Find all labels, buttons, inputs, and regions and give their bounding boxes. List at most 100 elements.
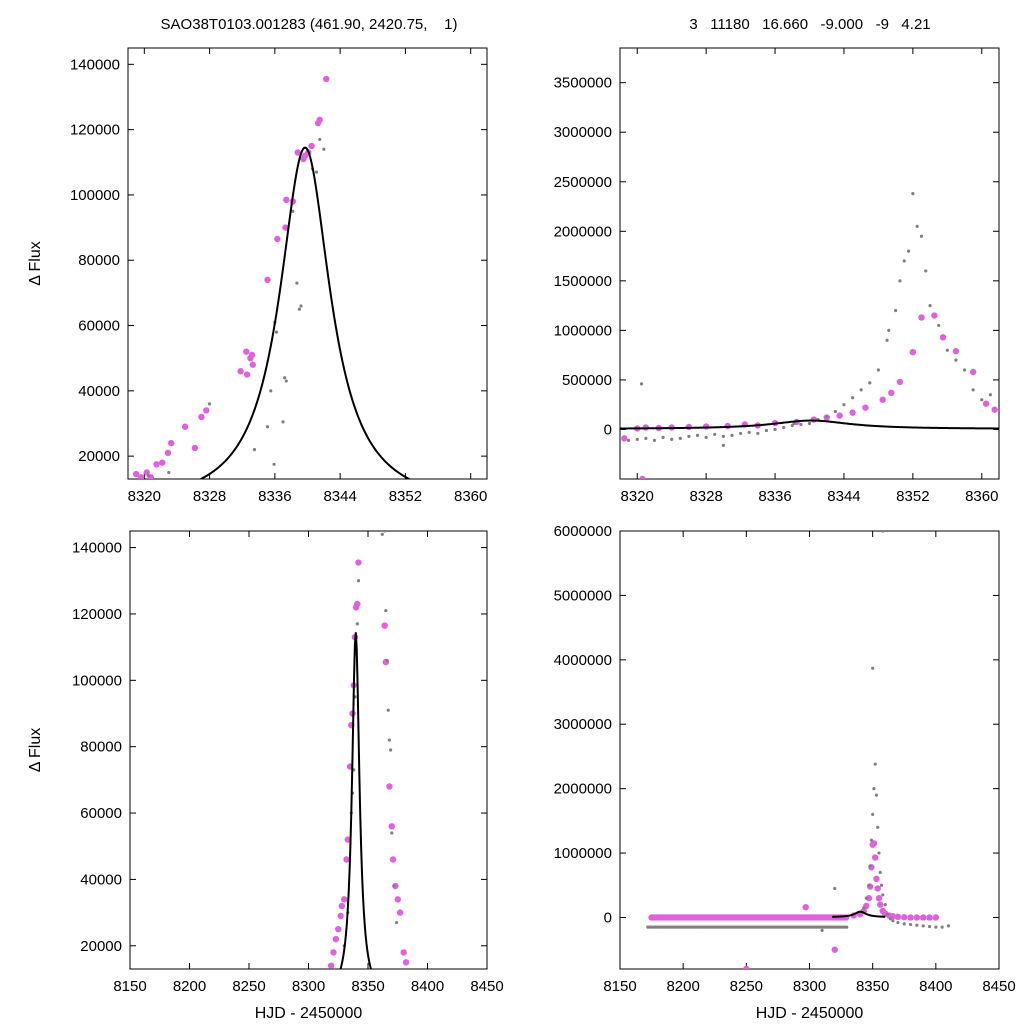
gray-point — [644, 436, 648, 440]
gray-point — [383, 531, 387, 533]
gray-point — [878, 870, 882, 874]
y-tick-label: 100000 — [70, 187, 120, 204]
gray-point — [825, 414, 829, 419]
x-tick-label: 8200 — [173, 978, 206, 995]
gray-point — [764, 428, 769, 433]
y-tick-label: 3500000 — [554, 75, 612, 92]
gray-point — [908, 922, 913, 927]
gray-point — [284, 379, 288, 383]
gray-point — [869, 838, 874, 842]
y-tick-label: 4000000 — [554, 652, 612, 669]
x-tick-label: 8150 — [113, 978, 146, 995]
y-tick-label: 1500000 — [554, 273, 612, 290]
x-tick-label: 8320 — [621, 488, 654, 505]
gray-point — [385, 658, 389, 663]
gray-point — [387, 738, 392, 742]
gray-point — [272, 462, 276, 466]
magenta-point — [344, 836, 351, 843]
model-fit-curve — [198, 146, 412, 479]
gray-point — [887, 328, 891, 332]
magenta-point — [702, 423, 710, 430]
magenta-point — [862, 404, 869, 411]
x-tick-label: 8336 — [758, 488, 791, 505]
gray-point — [639, 382, 644, 386]
x-tick-label: 8400 — [411, 978, 444, 995]
magenta-point — [243, 348, 250, 355]
gray-point — [867, 883, 871, 887]
gray-point — [885, 338, 889, 342]
magenta-point — [388, 823, 395, 830]
magenta-point — [888, 389, 895, 396]
panel-bottom-left: 8150 8200 8250 8300 8350 8400 8450 20000 40000 60… — [27, 530, 504, 1022]
gray-point — [881, 893, 885, 897]
y-tick-label: 500000 — [562, 372, 612, 389]
magenta-point — [743, 965, 750, 969]
plot-area — [620, 192, 999, 479]
y-tick-label: 0 — [604, 421, 612, 438]
y-tick-label: 1000000 — [554, 322, 612, 339]
gray-point — [661, 435, 665, 439]
magenta-point — [343, 856, 350, 863]
gray-point — [988, 393, 992, 397]
gray-point — [945, 348, 949, 352]
x-tick-label: 8350 — [856, 978, 889, 995]
magenta-point — [332, 935, 340, 943]
magenta-point — [877, 901, 884, 908]
gray-point — [902, 922, 906, 926]
gray-point — [297, 307, 301, 311]
panel-bottom-right: 8150 8200 8250 8300 8350 8400 8450 0 1000000 2000… — [554, 523, 1016, 1022]
magenta-point — [159, 459, 166, 466]
magenta-point — [338, 902, 346, 910]
gray-point — [782, 425, 786, 430]
magenta-point — [386, 783, 393, 790]
x-tick-label: 8300 — [793, 978, 826, 995]
gray-point — [921, 924, 925, 928]
magenta-point — [274, 235, 281, 243]
x-tick-label: 8150 — [603, 978, 636, 995]
gray-point — [879, 883, 884, 887]
magenta-point — [249, 361, 257, 368]
gray-point — [876, 825, 880, 829]
plot-frame — [619, 47, 1000, 480]
y-tick-label: 20000 — [78, 448, 120, 465]
y-tick-label: 3000000 — [554, 716, 612, 733]
magenta-point — [913, 914, 921, 921]
gray-point — [962, 368, 967, 372]
y-tick-label: 20000 — [80, 938, 122, 955]
x-tick-label: 8350 — [351, 978, 384, 995]
gray-point — [252, 448, 257, 452]
x-tick-label: 8328 — [689, 488, 722, 505]
gray-point — [946, 924, 951, 928]
panel-top-left: 8320 8328 8336 8344 8352 8360 20000 40000 60000 8… — [27, 47, 488, 505]
magenta-point — [639, 475, 646, 479]
magenta-point — [294, 149, 301, 156]
gray-point — [842, 403, 846, 407]
gray-point — [883, 902, 887, 907]
magenta-point — [952, 347, 960, 355]
gray-point — [850, 396, 855, 400]
gray-point — [919, 234, 924, 238]
magenta-point — [402, 959, 410, 966]
gray-point — [980, 398, 984, 402]
magenta-point — [901, 913, 908, 921]
y-axis-label: Δ Flux — [27, 241, 44, 285]
gray-point — [207, 402, 212, 406]
gray-point — [937, 323, 941, 328]
gray-point — [934, 925, 938, 929]
y-tick-label: 60000 — [80, 805, 122, 822]
gray-point — [730, 433, 734, 438]
gray-point — [874, 793, 879, 797]
panel-top-right: 8320 8328 8336 8344 8352 8360 0 500000 1000000 15… — [554, 47, 1000, 505]
gray-point — [877, 851, 881, 855]
magenta-point — [381, 622, 388, 629]
plot-frame — [129, 530, 488, 970]
gray-point — [915, 923, 919, 927]
y-tick-label: 100000 — [72, 672, 122, 689]
gray-point — [274, 330, 279, 334]
magenta-point — [355, 559, 362, 566]
x-tick-label: 8360 — [965, 488, 998, 505]
gray-point — [924, 269, 928, 273]
gray-point — [269, 389, 273, 393]
magenta-point — [871, 854, 879, 861]
y-axis-label: Δ Flux — [27, 728, 44, 772]
